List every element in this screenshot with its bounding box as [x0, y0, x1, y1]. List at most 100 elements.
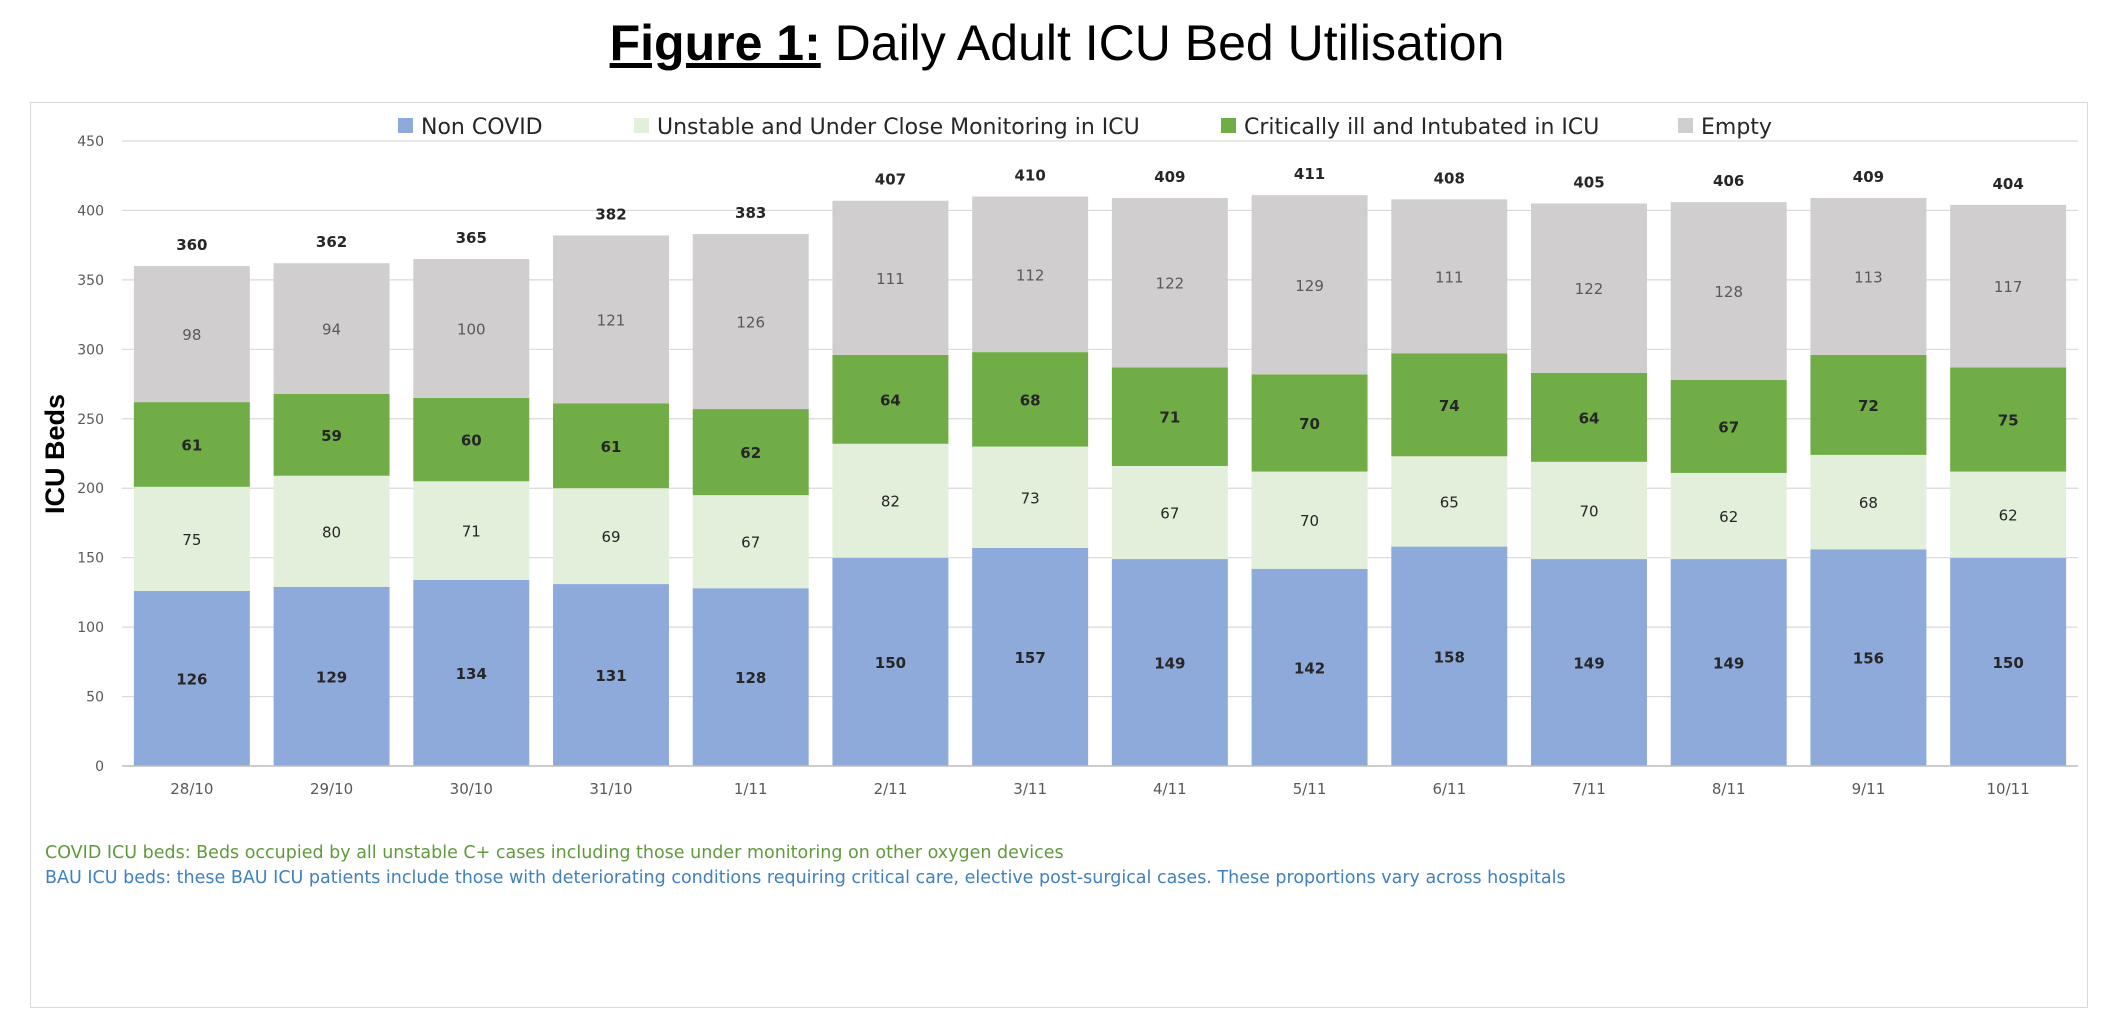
total-label: 365 [456, 229, 487, 247]
bar-segment [413, 481, 530, 580]
data-label: 117 [1994, 278, 2023, 296]
x-tick-label: 10/11 [1987, 780, 2030, 798]
bar-segment [1391, 353, 1508, 457]
legend-entry: Non COVID [421, 115, 543, 140]
y-tick-label: 200 [77, 481, 104, 497]
data-label: 82 [881, 493, 900, 511]
bar-segment [972, 352, 1089, 447]
bar-segment [553, 235, 669, 404]
bar-segment [1810, 354, 1927, 455]
data-label: 156 [1853, 650, 1884, 668]
data-label: 69 [601, 528, 620, 546]
total-label: 409 [1154, 168, 1185, 186]
bar-segment [1950, 367, 2067, 472]
bar-segment [273, 475, 390, 587]
data-label: 94 [322, 321, 341, 339]
data-label: 64 [880, 391, 901, 409]
bar-segment [1111, 466, 1228, 560]
bar-segment [1531, 372, 1647, 462]
data-label: 126 [176, 671, 207, 689]
data-label: 158 [1434, 648, 1465, 666]
data-label: 134 [456, 665, 487, 683]
data-label: 112 [1016, 266, 1045, 284]
total-label: 404 [1992, 175, 2023, 193]
y-tick-label: 450 [77, 134, 104, 150]
data-label: 142 [1294, 659, 1325, 677]
legend-entry: Empty [1701, 115, 1772, 140]
data-label: 62 [1719, 508, 1738, 526]
y-tick-label: 300 [77, 342, 104, 358]
x-tick-label: 31/10 [589, 780, 632, 798]
data-label: 149 [1713, 655, 1744, 673]
y-axis-label: ICU Beds [40, 394, 70, 514]
total-label: 405 [1573, 174, 1604, 192]
y-tick-label: 50 [86, 690, 104, 706]
x-tick-label: 28/10 [170, 780, 213, 798]
legend-swatch [634, 118, 649, 133]
bar-segment [1251, 374, 1368, 472]
data-label: 122 [1156, 275, 1185, 293]
bar-segment [1391, 456, 1508, 547]
bar-segment [273, 263, 390, 394]
data-label: 70 [1300, 512, 1319, 530]
data-label: 111 [1435, 268, 1464, 286]
data-label: 67 [1160, 505, 1179, 523]
bar-segment [832, 557, 949, 766]
bar-segment [1670, 202, 1787, 380]
legend-swatch [398, 118, 413, 133]
bar-segment [553, 403, 669, 489]
bar-segment [133, 402, 250, 487]
bar-segment [553, 584, 669, 766]
covid-beds-note: COVID ICU beds: Beds occupied by all uns… [45, 843, 1064, 863]
x-tick-label: 30/10 [450, 780, 493, 798]
bar-segment [692, 495, 809, 589]
x-tick-label: 4/11 [1153, 780, 1187, 798]
bar-segment [413, 397, 530, 482]
y-tick-label: 250 [77, 412, 104, 428]
data-label: 129 [1295, 277, 1324, 295]
data-label: 73 [1021, 489, 1040, 507]
total-label: 408 [1434, 169, 1465, 187]
data-label: 68 [1020, 391, 1041, 409]
bau-beds-note: BAU ICU beds: these BAU ICU patients inc… [45, 868, 1566, 888]
data-label: 80 [322, 523, 341, 541]
data-label: 111 [876, 270, 905, 288]
bar-segment [273, 393, 390, 476]
total-label: 406 [1713, 172, 1744, 190]
bar-segment [1111, 559, 1228, 766]
total-label: 383 [735, 204, 766, 222]
chart-frame [30, 102, 2088, 1008]
bar-segment [133, 266, 250, 403]
bar-segment [832, 354, 949, 444]
stacked-bar-chart: 0 50 100 150 200 250 300 350 400 450 ICU Beds 126 75… [40, 115, 2078, 798]
data-label: 62 [1999, 507, 2018, 525]
data-label: 60 [461, 432, 482, 450]
total-label: 360 [176, 236, 207, 254]
data-label: 126 [736, 314, 765, 332]
y-tick-label: 0 [95, 759, 104, 775]
total-label: 410 [1014, 167, 1045, 185]
x-tick-label: 1/11 [734, 780, 768, 798]
bar-segment [133, 591, 250, 766]
data-label: 122 [1575, 280, 1604, 298]
data-label: 70 [1579, 502, 1598, 520]
data-label: 65 [1440, 493, 1459, 511]
data-label: 72 [1858, 397, 1879, 415]
x-tick-label: 2/11 [874, 780, 908, 798]
data-label: 61 [601, 438, 622, 456]
x-tick-label: 7/11 [1572, 780, 1606, 798]
total-label: 382 [595, 205, 626, 223]
data-label: 128 [735, 669, 766, 687]
x-tick-label: 5/11 [1293, 780, 1327, 798]
legend-entry: Unstable and Under Close Monitoring in I… [657, 115, 1140, 140]
bar-segment [832, 443, 949, 558]
bar-segment [1111, 367, 1228, 466]
data-label: 68 [1859, 494, 1878, 512]
data-label: 61 [181, 436, 202, 454]
data-label: 121 [597, 311, 626, 329]
data-label: 75 [1998, 411, 2019, 429]
y-tick-label: 150 [77, 551, 104, 567]
bar-segment [972, 547, 1089, 766]
data-label: 62 [740, 444, 761, 462]
data-label: 129 [316, 668, 347, 686]
